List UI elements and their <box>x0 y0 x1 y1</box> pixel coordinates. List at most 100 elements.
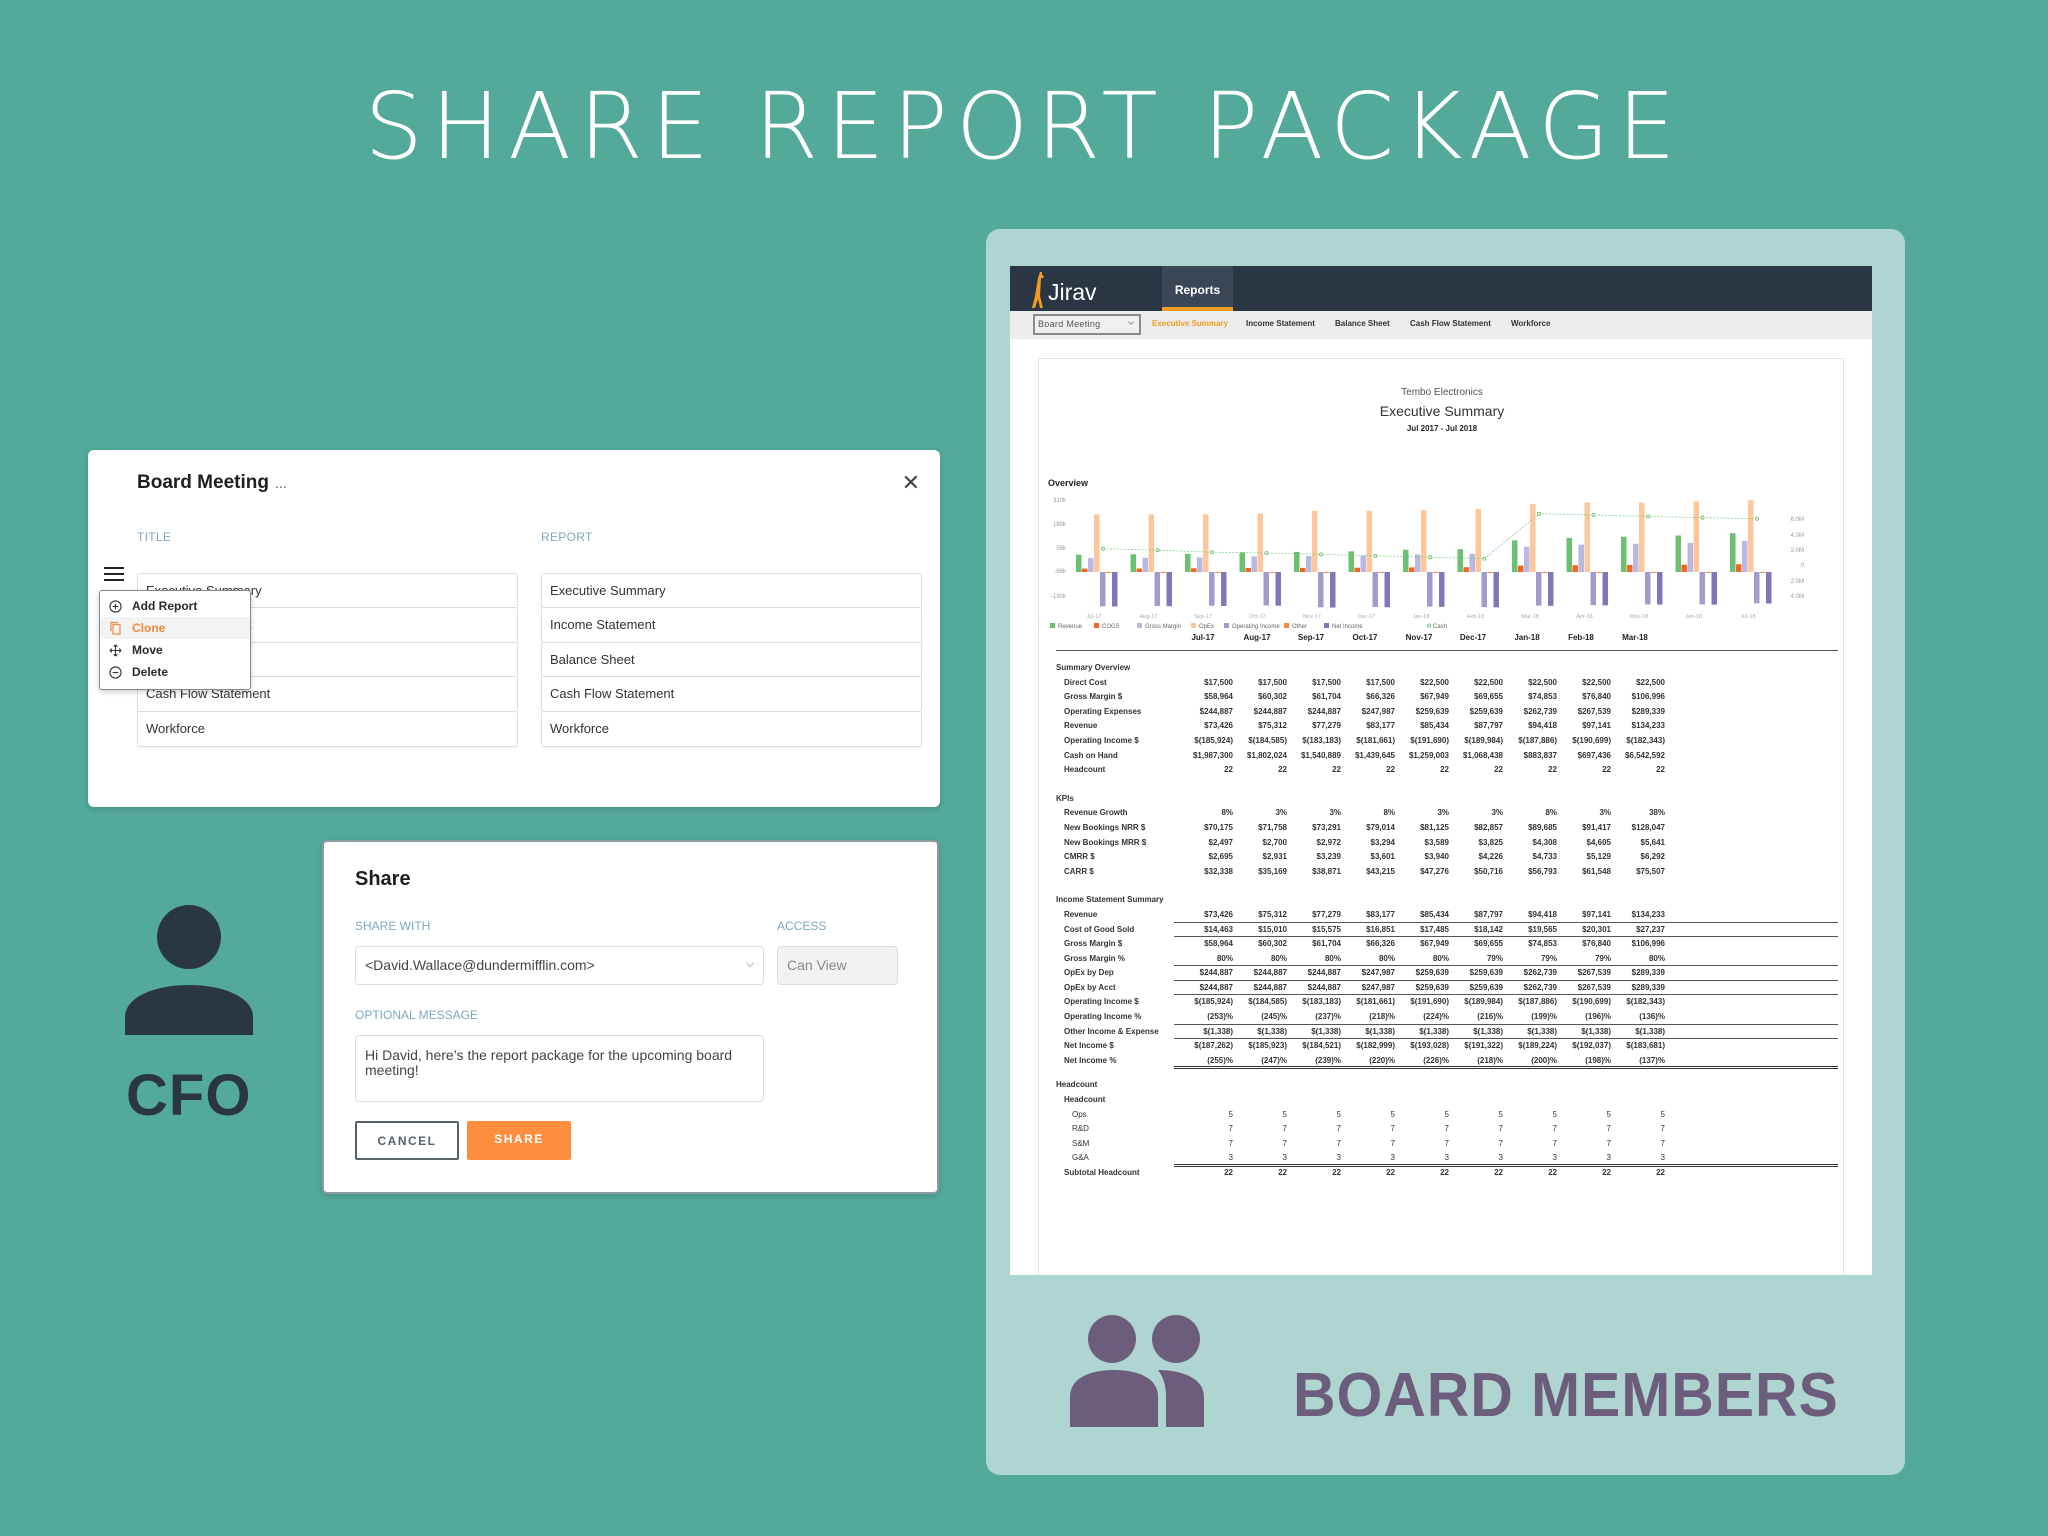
table-cell: $247,987 <box>1361 706 1395 716</box>
access-field[interactable]: Can View <box>777 946 898 985</box>
table-cell: 8% <box>1383 808 1395 818</box>
tab-income-statement[interactable]: Income Statement <box>1246 319 1315 328</box>
jirav-logo[interactable]: Jirav <box>1030 272 1097 308</box>
report-select[interactable]: Workforce <box>541 710 922 747</box>
table-cell: $1,068,438 <box>1462 750 1503 760</box>
report-select[interactable]: Balance Sheet <box>541 641 922 678</box>
title-input[interactable]: Workforce <box>137 710 518 747</box>
optional-message-textarea[interactable]: Hi David, here’s the report package for … <box>355 1035 764 1102</box>
table-cell: $(1,338) <box>1419 1026 1449 1036</box>
table-cell: (199)% <box>1531 1012 1557 1022</box>
table-cell: $267,539 <box>1577 982 1611 992</box>
menu-item-delete[interactable]: Delete <box>100 661 250 683</box>
menu-item-move[interactable]: Move <box>100 639 250 661</box>
table-cell: $(1,338) <box>1257 1026 1287 1036</box>
svg-text:Net Income: Net Income <box>1332 624 1363 630</box>
svg-text:Other: Other <box>1292 624 1307 630</box>
table-cell: 7 <box>1444 1124 1449 1134</box>
svg-text:2.0M: 2.0M <box>1791 548 1804 554</box>
table-cell: 3 <box>1552 1153 1557 1163</box>
table-cell: $(1,338) <box>1527 1026 1557 1036</box>
svg-text:Aug-17: Aug-17 <box>1140 614 1158 620</box>
table-cell: $15,010 <box>1258 924 1287 934</box>
table-cell: $15,575 <box>1312 924 1341 934</box>
close-icon[interactable]: ✕ <box>901 470 920 495</box>
table-cell: 3% <box>1491 808 1503 818</box>
table-cell: $(182,343) <box>1626 735 1665 745</box>
table-cell: 3% <box>1599 808 1611 818</box>
table-cell: 7 <box>1336 1138 1341 1148</box>
table-row: New Bookings MRR $ $2,497 $2,700 $2,972 $3,2… <box>1056 836 1838 851</box>
table-cell: $247,987 <box>1361 982 1395 992</box>
section-title: KPIs <box>1056 793 1074 803</box>
row-menu-icon[interactable] <box>104 567 124 581</box>
table-cell: $3,589 <box>1424 837 1449 847</box>
svg-text:Nov-17: Nov-17 <box>1303 614 1321 620</box>
title-ellipsis[interactable]: ... <box>274 475 287 491</box>
row-label: Operating Income $ <box>1064 735 1139 745</box>
group-icon <box>1070 1315 1204 1427</box>
table-row: Operating Income % (253)% (245)% (237)% (218… <box>1056 1010 1838 1025</box>
menu-item-add-report[interactable]: Add Report <box>100 595 250 617</box>
tab-workforce[interactable]: Workforce <box>1511 319 1551 328</box>
svg-text:56k: 56k <box>1056 546 1067 552</box>
table-cell: $67,949 <box>1420 692 1449 702</box>
table-cell: $(187,886) <box>1518 735 1557 745</box>
tab-balance-sheet[interactable]: Balance Sheet <box>1335 319 1390 328</box>
share-with-select[interactable]: <David.Wallace@dundermifflin.com> <box>355 946 764 985</box>
row-label: OpEx by Acct <box>1064 982 1116 992</box>
tab-executive-summary[interactable]: Executive Summary <box>1152 319 1229 328</box>
svg-text:Apr-18: Apr-18 <box>1576 614 1593 620</box>
cancel-button[interactable]: CANCEL <box>355 1121 459 1160</box>
table-cell: 3 <box>1282 1153 1287 1163</box>
row-label: R&D <box>1072 1124 1089 1134</box>
company-name: Tembo Electronics <box>1401 387 1483 398</box>
table-cell: $61,704 <box>1312 692 1341 702</box>
svg-text:0: 0 <box>1801 563 1805 569</box>
table-cell: $(185,923) <box>1248 1041 1287 1051</box>
svg-text:Jul-17: Jul-17 <box>1087 614 1102 620</box>
table-cell: 22 <box>1224 765 1233 775</box>
table-cell: $60,302 <box>1258 692 1287 702</box>
table-cell: $(189,224) <box>1518 1041 1557 1051</box>
table-cell: $85,434 <box>1420 909 1449 919</box>
table-cell: $83,177 <box>1366 721 1395 731</box>
table-cell: $259,639 <box>1469 706 1503 716</box>
svg-text:2.0M: 2.0M <box>1791 579 1804 585</box>
table-cell: $71,758 <box>1258 822 1287 832</box>
table-cell: $58,964 <box>1204 692 1233 702</box>
tab-cash-flow-statement[interactable]: Cash Flow Statement <box>1410 319 1491 328</box>
table-cell: 8% <box>1545 808 1557 818</box>
report-select[interactable]: Cash Flow Statement <box>541 676 922 713</box>
menu-item-clone[interactable]: Clone <box>100 617 250 639</box>
svg-text:4.0M: 4.0M <box>1791 594 1804 600</box>
table-cell: $94,418 <box>1528 721 1557 731</box>
table-cell: $262,739 <box>1523 982 1557 992</box>
table-cell: $97,141 <box>1582 909 1611 919</box>
table-cell: $85,434 <box>1420 721 1449 731</box>
report-select[interactable]: Executive Summary <box>541 573 922 609</box>
table-row: Subtotal Headcount 22 22 22 22 22 22 22 22 22 <box>1056 1166 1838 1181</box>
table-cell: $87,797 <box>1474 909 1503 919</box>
table-cell: $259,639 <box>1415 706 1449 716</box>
table-cell: $60,302 <box>1258 939 1287 949</box>
table-row: S&M 7 7 7 7 7 7 7 7 7 <box>1056 1137 1838 1152</box>
package-select[interactable]: Board Meeting <box>1033 314 1141 335</box>
report-select[interactable]: Income Statement <box>541 607 922 644</box>
table-cell: $(193,028) <box>1410 1041 1449 1051</box>
table-cell: 3 <box>1498 1153 1503 1163</box>
table-cell: $75,507 <box>1636 866 1665 876</box>
table-cell: (220)% <box>1369 1055 1395 1065</box>
table-cell: $3,601 <box>1370 852 1395 862</box>
table-cell: 7 <box>1660 1124 1665 1134</box>
table-cell: 7 <box>1282 1138 1287 1148</box>
table-cell: 22 <box>1440 1168 1449 1177</box>
nav-tab-reports[interactable]: Reports <box>1162 266 1233 311</box>
share-button[interactable]: SHARE <box>467 1121 571 1160</box>
report-package-modal: Board Meeting... ✕ TITLE REPORT Executiv… <box>88 450 940 807</box>
svg-text:Revenue: Revenue <box>1058 624 1083 630</box>
table-cell: (136)% <box>1639 1012 1665 1022</box>
table-cell: (218)% <box>1477 1055 1503 1065</box>
table-cell: 7 <box>1498 1124 1503 1134</box>
row-context-menu: Add Report Clone Move Delete <box>99 590 251 690</box>
